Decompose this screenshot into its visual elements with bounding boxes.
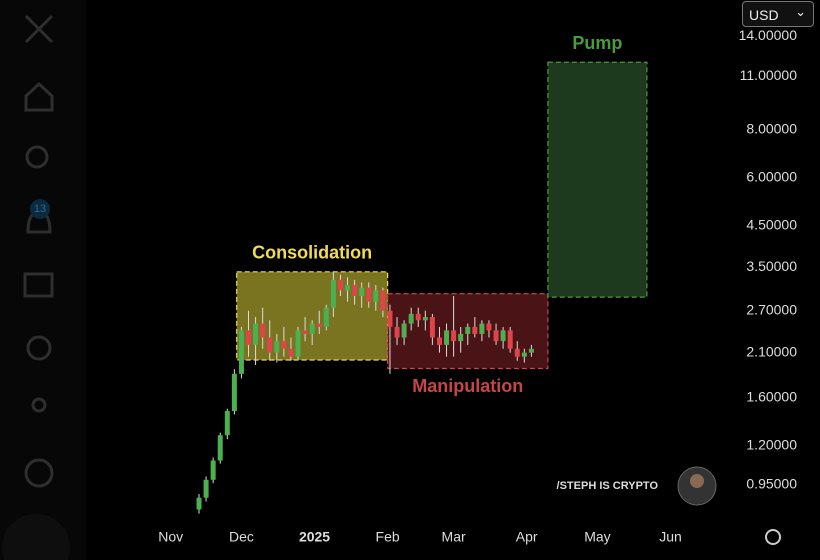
y-tick-label: 11.00000 bbox=[740, 67, 798, 83]
candle-body bbox=[217, 435, 223, 461]
x-tick-label: Mar bbox=[442, 529, 466, 545]
candle-body bbox=[458, 333, 464, 342]
home-icon[interactable] bbox=[24, 81, 54, 112]
candle-body bbox=[323, 307, 329, 327]
candle-body bbox=[330, 279, 336, 308]
candle-body bbox=[387, 310, 393, 327]
y-tick-label: 4.50000 bbox=[746, 216, 797, 232]
candle-body bbox=[514, 348, 520, 357]
candle-body bbox=[401, 323, 407, 338]
candle-body bbox=[472, 326, 478, 334]
x-tick-label: Apr bbox=[516, 529, 538, 545]
candle-body bbox=[267, 337, 273, 353]
candle-body bbox=[352, 285, 358, 296]
candle-body bbox=[422, 317, 428, 321]
candle-body bbox=[316, 323, 322, 327]
y-tick-label: 2.70000 bbox=[746, 301, 797, 317]
x-logo[interactable] bbox=[24, 14, 54, 44]
candle-body bbox=[302, 330, 308, 334]
y-tick-label: 14.00000 bbox=[739, 27, 798, 43]
zone bbox=[236, 271, 389, 361]
x-tick-label: Jun bbox=[659, 529, 682, 545]
sidebar bbox=[0, 0, 86, 560]
candle-body bbox=[493, 330, 499, 342]
candle-body bbox=[500, 330, 506, 342]
candle-body bbox=[436, 337, 442, 345]
search-icon[interactable] bbox=[25, 145, 49, 169]
currency-select[interactable]: USD bbox=[742, 0, 814, 27]
zone-label: Manipulation bbox=[412, 376, 523, 396]
zone bbox=[547, 61, 648, 298]
candle-body bbox=[295, 330, 301, 357]
post-button[interactable] bbox=[2, 514, 70, 560]
candle-body bbox=[309, 323, 315, 334]
candle-body bbox=[444, 330, 450, 345]
candle-body bbox=[415, 313, 421, 321]
candle-body bbox=[528, 348, 534, 353]
avatar-face bbox=[690, 474, 704, 488]
candle-body bbox=[507, 330, 513, 349]
profile-icon[interactable] bbox=[31, 397, 47, 413]
candle-body bbox=[274, 341, 280, 353]
candle-body bbox=[521, 352, 527, 357]
candle-body bbox=[380, 290, 386, 311]
grok-icon[interactable] bbox=[26, 335, 52, 361]
x-tick-label: Dec bbox=[229, 529, 254, 545]
y-tick-label: 8.00000 bbox=[746, 120, 797, 136]
candle-body bbox=[238, 330, 244, 374]
candle-body bbox=[210, 460, 216, 480]
candle-body bbox=[246, 330, 252, 345]
candle-body bbox=[337, 279, 343, 291]
badge bbox=[30, 199, 50, 219]
candle-body bbox=[373, 290, 379, 302]
candle-body bbox=[281, 341, 287, 349]
x-tick-label: Feb bbox=[376, 529, 400, 545]
zone-label: Consolidation bbox=[252, 243, 372, 263]
candle-body bbox=[253, 323, 259, 345]
candle-body bbox=[288, 348, 294, 357]
y-tick-label: 1.20000 bbox=[746, 437, 797, 453]
candle-body bbox=[408, 313, 414, 324]
candle-body bbox=[196, 497, 202, 510]
y-tick-label: 3.50000 bbox=[746, 258, 797, 274]
candle-body bbox=[394, 326, 400, 338]
watermark: /STEPH IS CRYPTO bbox=[557, 480, 659, 492]
candle-body bbox=[203, 479, 209, 498]
candle-body bbox=[366, 287, 372, 302]
mail-icon[interactable] bbox=[23, 272, 54, 298]
candle-body bbox=[260, 323, 266, 338]
candle-body bbox=[451, 330, 457, 342]
candle-body bbox=[479, 323, 485, 334]
y-tick-label: 2.10000 bbox=[746, 343, 797, 359]
settings-icon[interactable] bbox=[765, 529, 781, 545]
candle-body bbox=[429, 317, 435, 338]
candle-body bbox=[224, 411, 230, 436]
y-tick-label: 6.00000 bbox=[746, 168, 797, 184]
candle-body bbox=[231, 373, 237, 412]
candle-body bbox=[486, 323, 492, 331]
x-tick-label: May bbox=[584, 529, 610, 545]
candle-body bbox=[345, 285, 351, 291]
y-tick-label: 0.95000 bbox=[746, 476, 797, 492]
zone-label: Pump bbox=[572, 33, 622, 53]
candle-body bbox=[465, 326, 471, 334]
badge-count: 13 bbox=[34, 203, 46, 215]
x-tick-label: 2025 bbox=[299, 529, 330, 545]
y-tick-label: 1.60000 bbox=[746, 389, 797, 405]
candle-body bbox=[359, 287, 365, 296]
x-tick-label: Nov bbox=[158, 529, 183, 545]
sidebar-icons bbox=[23, 14, 54, 488]
more-icon[interactable] bbox=[24, 458, 54, 488]
